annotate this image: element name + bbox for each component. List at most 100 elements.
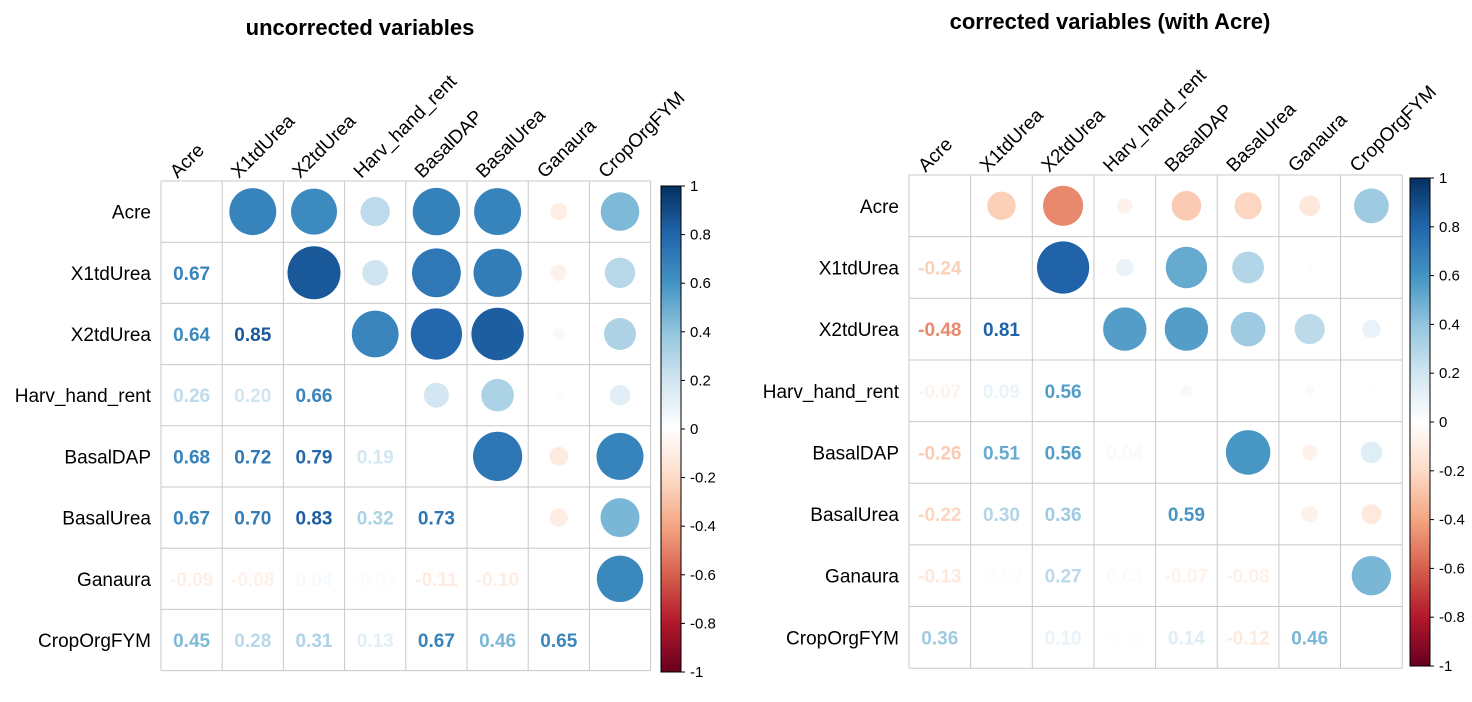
coef-label: 0.27 — [1045, 567, 1082, 588]
corr-circle — [1234, 192, 1262, 220]
colorbar — [660, 185, 682, 673]
corr-circle — [471, 307, 524, 361]
row-label: Acre — [112, 203, 151, 224]
coef-label: -0.01 — [1103, 628, 1147, 649]
corr-circle — [550, 264, 567, 281]
coef-label: 0.79 — [296, 447, 333, 468]
corr-circle — [410, 308, 462, 360]
coef-label: 0.10 — [1045, 628, 1082, 649]
coef-label: 0.56 — [1045, 382, 1082, 403]
corr-circle — [474, 188, 522, 236]
colorbar-tick-label: -1 — [690, 664, 703, 681]
colorbar-tick-label: -0.6 — [690, 567, 716, 584]
corr-circle — [600, 192, 640, 231]
coef-label: 0.85 — [234, 325, 271, 346]
row-label: BasalDAP — [64, 447, 151, 468]
colorbar-tick-label: -0.6 — [1439, 560, 1465, 577]
corr-circle — [1351, 556, 1392, 596]
column-label: Acre — [914, 134, 956, 176]
colorbar-tick-label: 0.2 — [1439, 365, 1460, 382]
coef-label: 0.81 — [983, 320, 1020, 341]
colorbar-tick-label: 1 — [690, 178, 698, 195]
coef-label: 0.72 — [234, 447, 271, 468]
colorbar-tick-label: -0.4 — [1439, 512, 1465, 529]
corr-circle — [287, 246, 341, 300]
row-label: BasalDAP — [812, 443, 899, 464]
row-label: BasalUrea — [810, 505, 899, 526]
corr-circle — [1360, 441, 1383, 464]
coef-label: 0.67 — [173, 509, 210, 530]
coef-label: 0.65 — [540, 631, 577, 652]
corr-circle — [1361, 504, 1382, 525]
corr-circle — [604, 257, 636, 288]
coef-label: -0.02 — [354, 570, 397, 591]
corr-circle — [1368, 387, 1375, 394]
coef-label: 0.13 — [357, 631, 394, 652]
colorbar-tick-label: 0 — [1439, 414, 1447, 431]
row-label: Ganaura — [825, 567, 899, 588]
corr-circle — [412, 248, 461, 298]
coef-label: 0.03 — [1106, 567, 1143, 588]
coef-label: 0.66 — [296, 386, 333, 407]
coef-label: 0.67 — [418, 631, 455, 652]
chart-title: uncorrected variables — [246, 15, 475, 40]
coef-label: 0.19 — [357, 447, 394, 468]
coef-label: -0.22 — [918, 505, 961, 526]
coef-label: 0.64 — [173, 325, 210, 346]
coef-label: 0.26 — [173, 386, 210, 407]
coef-label: -0.24 — [918, 259, 962, 280]
corr-circle — [1302, 444, 1318, 461]
corr-circle — [291, 188, 337, 235]
coef-label: 0.36 — [1045, 505, 1082, 526]
corr-circle — [1103, 307, 1147, 351]
coef-label: 0.30 — [983, 505, 1020, 526]
corr-circle — [609, 384, 631, 406]
row-label: CropOrgFYM — [38, 631, 151, 652]
coef-label: 0.51 — [983, 443, 1020, 464]
row-label: X1tdUrea — [819, 259, 900, 280]
corr-circle — [596, 555, 644, 602]
corr-circle — [351, 310, 399, 358]
coef-label: 0.45 — [173, 631, 210, 652]
corr-circle — [987, 191, 1016, 220]
column-label: X1tdUrea — [227, 111, 299, 183]
column-label: CropOrgFYM — [595, 88, 690, 183]
row-label: X2tdUrea — [71, 325, 152, 346]
corr-circle — [1171, 191, 1202, 221]
corr-circle — [1117, 198, 1133, 214]
coef-label: 0.36 — [921, 628, 958, 649]
corr-circle — [481, 378, 514, 412]
colorbar-tick-label: -1 — [1439, 658, 1452, 675]
corr-circle — [549, 508, 568, 527]
row-label: CropOrgFYM — [786, 628, 899, 649]
corr-circle — [600, 498, 640, 538]
colorbar-tick-label: 0 — [690, 421, 698, 438]
column-label: X1tdUrea — [976, 105, 1048, 177]
corr-circle — [549, 446, 569, 466]
coef-label: 0.59 — [1168, 505, 1205, 526]
colorbar-tick-label: 0.4 — [690, 324, 711, 341]
coef-label: -0.08 — [231, 570, 274, 591]
coef-label: 0.56 — [1045, 443, 1082, 464]
colorbar-tick-label: 1 — [1439, 170, 1447, 187]
corr-circle — [473, 431, 523, 481]
coef-label: 0.70 — [234, 509, 271, 530]
colorbar-tick-label: -0.8 — [690, 615, 716, 632]
row-label: X2tdUrea — [819, 320, 900, 341]
chart-title: corrected variables (with Acre) — [950, 9, 1271, 34]
row-label: BasalUrea — [62, 509, 151, 530]
coef-label: 0.14 — [1168, 628, 1205, 649]
row-label: X1tdUrea — [71, 264, 152, 285]
column-label: Harv_hand_rent — [350, 71, 462, 183]
colorbar-tick-label: 0.6 — [690, 275, 711, 292]
coef-label: 0.04 — [296, 570, 333, 591]
corr-circle — [412, 187, 461, 236]
colorbar-tick-label: -0.4 — [690, 518, 716, 535]
coef-label: 0.32 — [357, 509, 394, 530]
corr-circle — [1305, 263, 1314, 272]
corr-circle — [596, 432, 644, 480]
coef-label: -0.26 — [918, 443, 961, 464]
colorbar-tick-label: -0.8 — [1439, 609, 1465, 626]
coef-label: -0.13 — [918, 567, 961, 588]
corr-circle — [1299, 195, 1321, 217]
